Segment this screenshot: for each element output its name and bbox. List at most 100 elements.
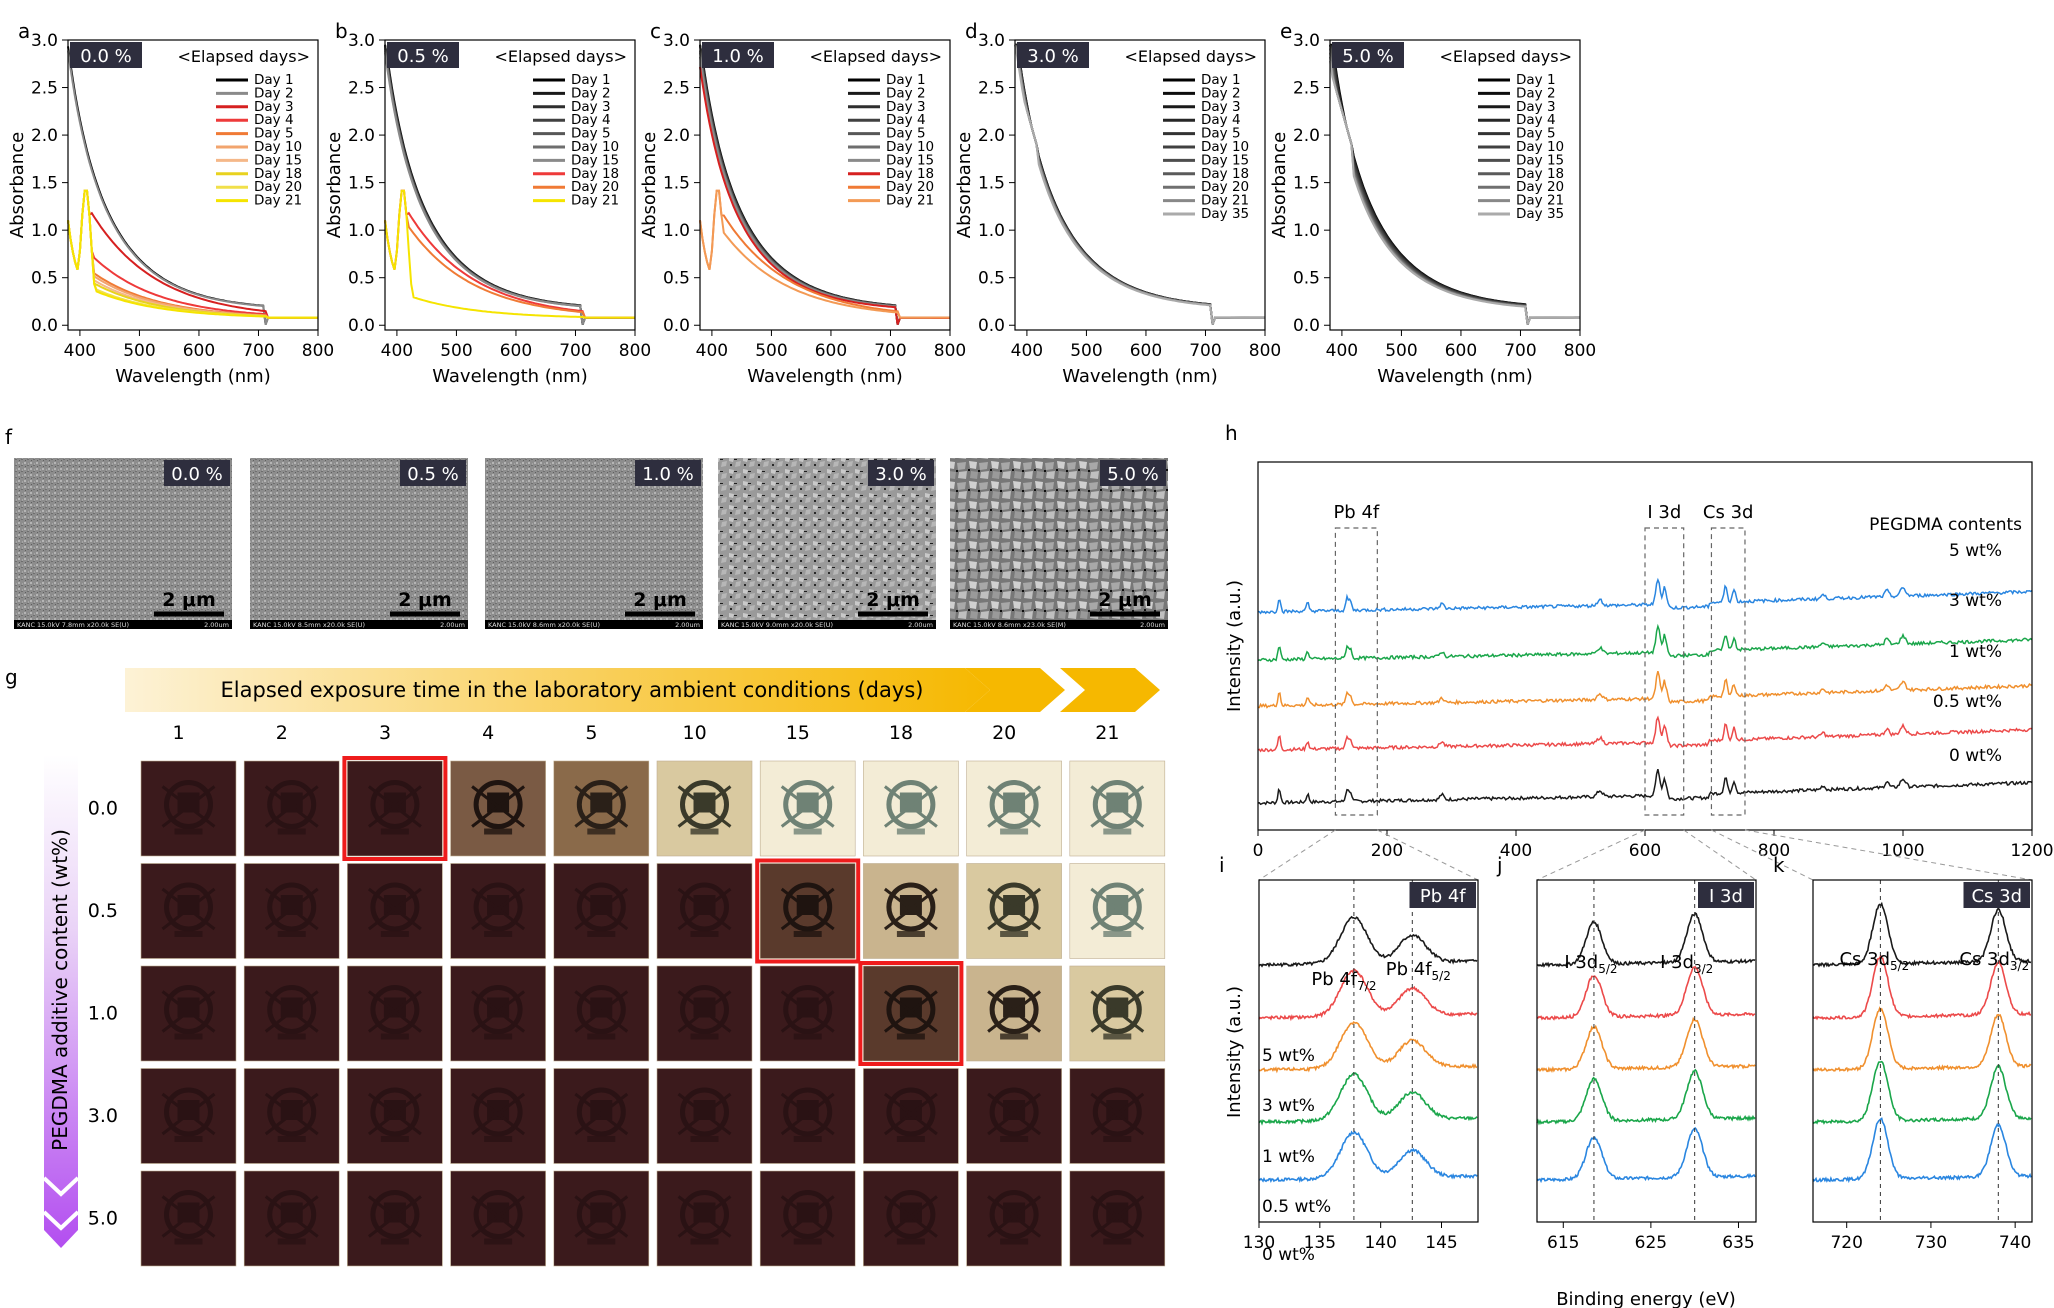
- sample-photo: [450, 1068, 546, 1164]
- emblem-banner: [277, 931, 306, 937]
- emblem-banner: [380, 1033, 409, 1040]
- emblem-shield: [693, 997, 716, 1018]
- legend-label: Day 2: [254, 85, 294, 101]
- y-axis-label: Absorbance: [1269, 132, 1290, 238]
- emblem-shield: [899, 1202, 922, 1223]
- highlight-box: [342, 756, 448, 861]
- peak-label: Cs 3d3/2: [1959, 949, 2029, 973]
- x-tick-label: 600: [815, 341, 847, 361]
- y-tick-label: 0.0: [348, 316, 375, 336]
- y-tick-label: 0.5: [31, 269, 58, 289]
- x-axis-label: Wavelength (nm): [432, 366, 588, 387]
- sample-photo: [140, 1170, 237, 1267]
- x-tick-label: 500: [1070, 341, 1102, 361]
- emblem-shield: [590, 792, 613, 813]
- content-badge: [635, 460, 701, 486]
- y-tick-label: 1.0: [978, 221, 1005, 241]
- emblem-shield: [1106, 895, 1129, 915]
- legend-label: Day 15: [254, 152, 302, 168]
- series-label: 5 wt%: [1262, 1046, 1315, 1066]
- content-axis-arrow: PEGDMA additive content (wt%): [42, 755, 80, 1248]
- legend-label: Day 18: [1201, 166, 1249, 182]
- emblem-banner: [587, 828, 616, 835]
- time-banner: Elapsed exposure time in the laboratory …: [125, 668, 1160, 712]
- sample-photo: [243, 1170, 340, 1267]
- content-badge: [1332, 42, 1404, 68]
- x-tick-label: 140: [1364, 1233, 1396, 1253]
- emblem-shield: [1106, 1100, 1129, 1120]
- emblem-wreath: [473, 1190, 523, 1239]
- series-day-21: [699, 189, 950, 319]
- legend-title: PEGDMA contents: [1869, 515, 2022, 535]
- banner-text: Elapsed exposure time in the laboratory …: [221, 678, 924, 702]
- day-header: 1: [173, 722, 185, 744]
- sem-footer-bar: [14, 620, 232, 629]
- region-label: I 3d: [1647, 502, 1681, 523]
- zoom-connector: [1683, 829, 1757, 881]
- emblem-cross: [1090, 785, 1145, 828]
- emblem-shield: [796, 895, 819, 915]
- emblem-shield: [796, 792, 819, 813]
- emblem-wreath: [473, 985, 523, 1034]
- x-tick-label: 800: [934, 341, 966, 361]
- sample-photo: [347, 760, 443, 857]
- emblem-cross: [264, 785, 319, 828]
- x-tick-label: 800: [1564, 341, 1596, 361]
- zoom-series: [1812, 1006, 2032, 1073]
- emblem-cross: [471, 887, 526, 931]
- emblem-wreath: [680, 1087, 729, 1137]
- emblem-wreath: [680, 1190, 729, 1239]
- emblem-cross: [161, 785, 216, 828]
- emblem-wreath: [989, 882, 1039, 932]
- emblem-cross: [161, 1092, 216, 1136]
- emblem-wreath: [886, 985, 936, 1034]
- emblem-banner: [1103, 1136, 1132, 1142]
- emblem-wreath: [783, 985, 833, 1034]
- emblem-banner: [793, 1136, 822, 1142]
- emblem-shield: [383, 997, 406, 1018]
- emblem-cross: [264, 1195, 319, 1238]
- emblem-banner: [793, 931, 822, 937]
- emblem-banner: [484, 1136, 513, 1142]
- xps-zoom-panel-k: k 720 730 740 Cs 3d Cs 3d5/2 Cs 3d3/2: [1773, 853, 2033, 1253]
- sample-photo: [759, 863, 856, 959]
- region-box: [1644, 527, 1685, 816]
- y-tick-label: 2.5: [663, 79, 690, 99]
- emblem-cross: [367, 990, 422, 1033]
- survey-series-5-wt%: [1257, 577, 2033, 615]
- emblem-banner: [277, 1238, 306, 1245]
- x-tick-label: 400: [1011, 341, 1043, 361]
- legend-label: Day 10: [571, 139, 619, 155]
- sample-photo: [347, 1170, 443, 1267]
- zoom-frame: [1812, 879, 2033, 1223]
- sample-photo: [553, 1170, 650, 1267]
- scale-label: 2 μm: [1098, 589, 1152, 611]
- x-tick-label: 700: [1504, 341, 1536, 361]
- emblem-cross: [161, 1195, 216, 1238]
- x-tick-label: 700: [242, 341, 274, 361]
- legend-label: Day 20: [1516, 179, 1564, 195]
- emblem-shield: [796, 1202, 819, 1223]
- emblem-wreath: [1092, 780, 1142, 829]
- emblem-cross: [367, 887, 422, 931]
- emblem-wreath: [164, 1190, 213, 1239]
- sem-footer-bar: [950, 620, 1168, 629]
- emblem-shield: [590, 895, 613, 915]
- day-header: 15: [786, 722, 810, 744]
- emblem-banner: [690, 1238, 719, 1245]
- emblem-wreath: [576, 1087, 626, 1137]
- emblem-banner: [380, 828, 409, 835]
- emblem-cross: [677, 1092, 732, 1136]
- sample-photo: [450, 760, 546, 857]
- emblem-wreath: [473, 1087, 523, 1137]
- legend-label: Day 10: [1201, 139, 1249, 155]
- content-axis-label: PEGDMA additive content (wt%): [48, 829, 72, 1151]
- content-badge-text: 1.0 %: [642, 464, 693, 485]
- zoom-series: [1537, 965, 1756, 1021]
- sample-photo: [759, 760, 856, 857]
- zoom-connector: [1258, 829, 1336, 881]
- day-header: 10: [683, 722, 707, 744]
- x-tick-label: 800: [1758, 841, 1790, 861]
- emblem-shield: [693, 1100, 716, 1120]
- day-header: 3: [379, 722, 391, 744]
